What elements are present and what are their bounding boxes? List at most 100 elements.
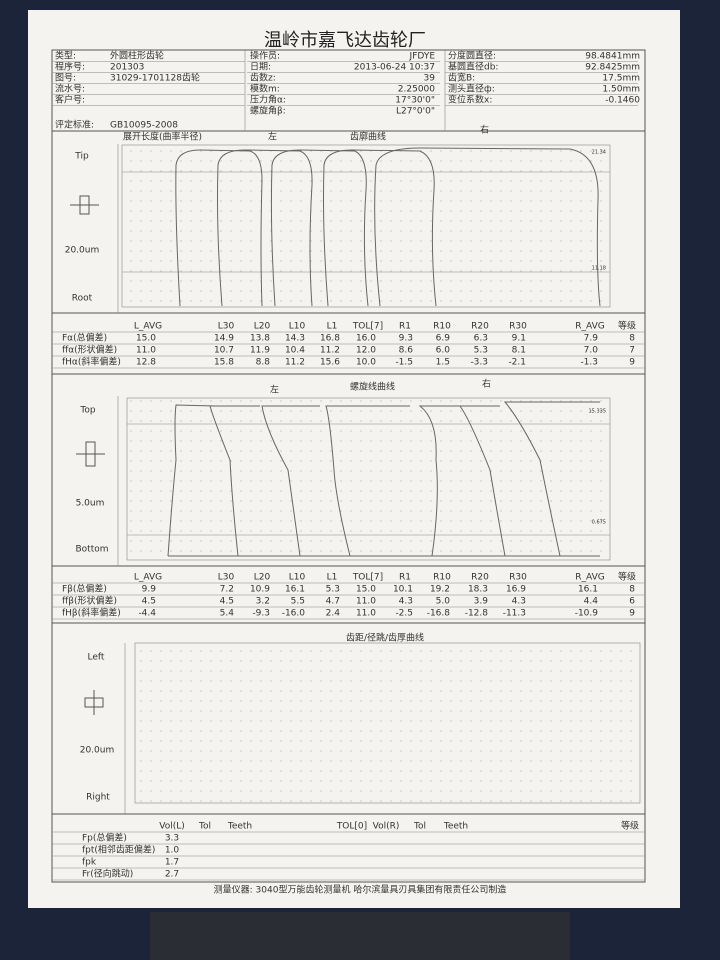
cell: 8 [629, 334, 635, 344]
cell: 10.4 [285, 346, 305, 356]
cell: 7.2 [220, 585, 234, 595]
cell: 10.9 [250, 585, 270, 595]
column-header: R10 [433, 573, 451, 583]
cell: 15.0 [136, 334, 156, 344]
field-value: 201303 [110, 63, 144, 73]
scale-label: 5.0um [76, 499, 105, 509]
column-header: L30 [218, 573, 235, 583]
cell: -1.3 [580, 358, 598, 368]
mark-label: 11.18 [592, 266, 606, 272]
footer: 测量仪器: 3040型万能齿轮测量机 哈尔滨量具刃具集团有限责任公司制造 [214, 884, 507, 896]
column-header: L30 [218, 322, 235, 332]
row-label: Fβ(总偏差) [62, 583, 107, 595]
column-header: 等级 [618, 320, 636, 332]
cell: 8 [629, 585, 635, 595]
field-label: 齿宽B: [448, 72, 475, 84]
cell: 7.0 [584, 346, 599, 356]
cell: -9.3 [252, 609, 270, 619]
cell: 1.5 [436, 358, 450, 368]
field-label: 图号: [55, 73, 76, 84]
cell: 6.3 [474, 334, 488, 344]
cell: 9 [629, 358, 635, 368]
cell: 6 [629, 597, 635, 607]
cell: 11.0 [356, 597, 376, 607]
mark-label: 21.34 [592, 150, 606, 156]
field-value: 2.25000 [398, 85, 435, 95]
cell: 4.7 [326, 597, 340, 607]
column-header: 等级 [618, 571, 636, 583]
column-header: R20 [471, 573, 489, 583]
column-header: Vol(L) [159, 822, 185, 832]
cell: -3.3 [470, 358, 488, 368]
cell: 5.4 [220, 609, 235, 619]
row-label: ffα(形状偏差) [62, 344, 117, 356]
field-value: 98.4841mm [585, 52, 640, 62]
report-title: 温岭市嘉飞达齿轮厂 [264, 30, 426, 51]
field-value: L27°0'0" [396, 107, 435, 117]
cell: -10.9 [575, 609, 599, 619]
section-title: 齿距/径跳/齿厚曲线 [346, 632, 424, 644]
field-label: 评定标准: [55, 119, 94, 131]
bottom-label: Root [72, 294, 93, 304]
cell: 3.3 [165, 834, 179, 844]
cell: 13.8 [250, 334, 270, 344]
field-value: 2013-06-24 10:37 [354, 63, 435, 73]
cell: 5.0 [436, 597, 451, 607]
field-value: 外圆柱形齿轮 [110, 50, 164, 62]
cell: 5.5 [291, 597, 305, 607]
row-label: fHα(斜率偏差) [62, 356, 121, 368]
cell: -12.8 [465, 609, 489, 619]
field-value: 17°30'0" [395, 96, 435, 106]
cell: 14.3 [285, 334, 305, 344]
row-label: Fα(总偏差) [62, 332, 107, 344]
field-label: 类型: [55, 50, 76, 62]
cell: -2.1 [508, 358, 526, 368]
mark-label: 0.675 [592, 520, 606, 526]
cell: 4.5 [220, 597, 234, 607]
cell: 6.0 [436, 346, 451, 356]
cell: 8.8 [256, 358, 271, 368]
section-title: 齿廓曲线 [350, 131, 386, 143]
row-label: Fp(总偏差) [82, 832, 127, 844]
field-value: GB10095-2008 [110, 121, 178, 131]
field-value: JFDYE [409, 52, 436, 62]
cell: 4.3 [512, 597, 526, 607]
column-header: R30 [509, 322, 527, 332]
column-header: Teeth [227, 822, 252, 832]
column-header: L10 [289, 573, 306, 583]
device [150, 912, 570, 960]
column-header: Tol [413, 822, 426, 832]
axis-label: 展开长度(曲率半径) [123, 131, 202, 143]
cell: 8.1 [512, 346, 526, 356]
profile-curves [175, 147, 601, 307]
cell: -11.3 [503, 609, 526, 619]
cell: 2.7 [165, 870, 179, 880]
left-label: 左 [270, 384, 279, 396]
column-header: Tol [198, 822, 211, 832]
right-label: 右 [482, 378, 491, 390]
field-value: 92.8425mm [585, 63, 640, 73]
field-label: 模数m: [250, 83, 280, 95]
column-header: L10 [289, 322, 306, 332]
column-header: TOL[7] [352, 573, 383, 583]
cell: 8.6 [399, 346, 414, 356]
row-label: fpk [82, 858, 97, 868]
cell: 11.0 [136, 346, 156, 356]
scale-symbols [70, 195, 105, 715]
column-header: R_AVG [575, 573, 604, 583]
cell: 1.0 [165, 846, 180, 856]
column-header: R20 [471, 322, 489, 332]
cell: -1.5 [395, 358, 413, 368]
column-header: L20 [254, 322, 271, 332]
cell: 10.1 [393, 585, 413, 595]
bottom-label: Bottom [75, 545, 108, 555]
cell: 11.9 [250, 346, 270, 356]
cell: 16.9 [506, 585, 526, 595]
bottom-label: Right [86, 793, 110, 803]
cell: 9.3 [399, 334, 413, 344]
right-label: 右 [480, 124, 489, 136]
field-value: 1.50mm [602, 85, 640, 95]
column-header: 等级 [621, 820, 639, 832]
